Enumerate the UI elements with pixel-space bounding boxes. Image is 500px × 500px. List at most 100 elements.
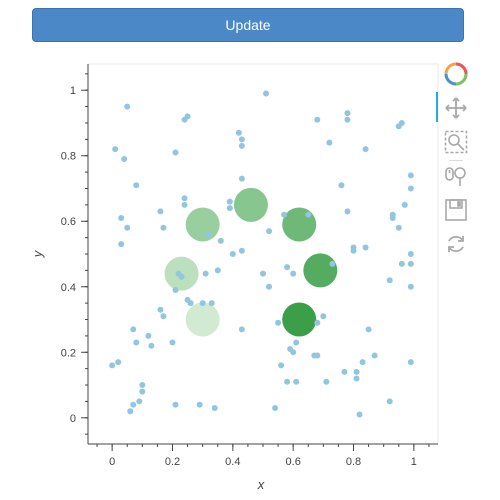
scatter-point — [386, 277, 393, 284]
scatter-point — [395, 224, 402, 231]
scatter-point — [238, 247, 245, 254]
scatter-point — [344, 208, 351, 215]
scatter-point — [238, 136, 245, 143]
scatter-point — [398, 260, 405, 267]
scatter-point — [238, 326, 245, 333]
x-tick-label: 0 — [109, 456, 115, 468]
scatter-point — [284, 378, 291, 385]
scatter-point — [386, 398, 393, 405]
scatter-point — [314, 352, 321, 359]
scatter-point — [118, 241, 125, 248]
scatter-point — [350, 247, 357, 254]
scatter-point — [407, 172, 414, 179]
scatter-point — [181, 195, 188, 202]
scatter-point — [344, 116, 351, 123]
update-button[interactable]: Update — [32, 8, 464, 42]
scatter-point — [407, 359, 414, 366]
scatter-point — [124, 103, 131, 110]
scatter-point — [157, 208, 164, 215]
scatter-point — [160, 313, 167, 320]
bubble-point — [282, 207, 317, 242]
scatter-point — [217, 237, 224, 244]
active-tool-indicator — [436, 92, 438, 122]
y-tick-label: 0.4 — [61, 282, 76, 294]
scatter-point — [272, 404, 279, 411]
reset-icon[interactable] — [444, 232, 468, 256]
scatter-point — [314, 116, 321, 123]
scatter-point — [208, 300, 215, 307]
scatter-point — [407, 185, 414, 192]
x-tick-label: 0.2 — [165, 456, 180, 468]
scatter-point — [130, 401, 137, 408]
scatter-point — [124, 224, 131, 231]
scatter-point — [263, 90, 270, 97]
bokeh-logo-icon[interactable] — [444, 62, 468, 86]
scatter-point — [202, 270, 209, 277]
x-tick-label: 0.8 — [346, 456, 361, 468]
scatter-point — [314, 319, 321, 326]
bubble-point — [185, 207, 220, 242]
y-tick-label: 0.6 — [61, 216, 76, 228]
scatter-point — [260, 270, 266, 277]
x-tick-label: 0.6 — [286, 456, 301, 468]
scatter-point — [362, 244, 369, 251]
scatter-point — [320, 313, 327, 320]
pan-icon[interactable] — [444, 96, 468, 120]
scatter-point — [196, 401, 203, 408]
scatter-point — [359, 359, 366, 366]
toolbar-divider — [449, 160, 463, 161]
x-tick-label: 0.4 — [225, 456, 240, 468]
scatter-point — [229, 251, 236, 257]
scatter-point — [172, 401, 179, 408]
box-zoom-icon[interactable] — [444, 130, 468, 154]
scatter-point — [130, 326, 137, 333]
scatter-point — [353, 375, 360, 382]
scatter-point — [293, 378, 300, 385]
scatter-point — [133, 339, 140, 346]
scatter-point — [344, 110, 351, 117]
scatter-point — [278, 362, 285, 369]
bubble-point — [282, 302, 317, 337]
scatter-point — [407, 283, 414, 290]
scatter-point — [407, 251, 414, 257]
scatter-point — [235, 129, 242, 136]
wheel-zoom-icon[interactable] — [444, 164, 468, 188]
bubble-point — [303, 253, 338, 288]
y-axis-label: y — [30, 249, 45, 258]
toolbar — [436, 60, 472, 260]
scatter-point — [211, 404, 218, 411]
scatter-point — [199, 300, 206, 307]
scatter-point — [145, 332, 152, 339]
scatter-point — [341, 368, 348, 375]
scatter-point — [112, 146, 119, 153]
scatter-point — [178, 273, 185, 280]
scatter-point — [290, 349, 297, 356]
save-icon[interactable] — [444, 198, 468, 222]
scatter-point — [214, 267, 221, 274]
y-tick-label: 0 — [70, 413, 76, 425]
scatter-point — [293, 339, 300, 346]
scatter-point — [266, 283, 273, 290]
scatter-point — [172, 287, 179, 294]
scatter-point — [365, 326, 372, 333]
scatter-point — [284, 264, 291, 271]
scatter-point — [187, 300, 194, 307]
y-tick-label: 1 — [70, 85, 76, 97]
bubble-point — [164, 256, 199, 291]
scatter-point — [329, 260, 336, 267]
scatter-point — [401, 201, 408, 208]
scatter-point — [118, 214, 125, 221]
scatter-point — [181, 201, 188, 208]
scatter-point — [275, 319, 282, 326]
scatter-point — [139, 382, 146, 389]
scatter-point — [226, 198, 233, 205]
scatter-point — [238, 142, 245, 149]
scatter-point — [281, 211, 288, 218]
scatter-point — [133, 182, 140, 189]
scatter-point — [326, 139, 333, 146]
scatter-point — [371, 352, 378, 359]
scatter-point — [139, 388, 146, 395]
scatter-point — [389, 214, 396, 221]
scatter-point — [407, 260, 414, 267]
